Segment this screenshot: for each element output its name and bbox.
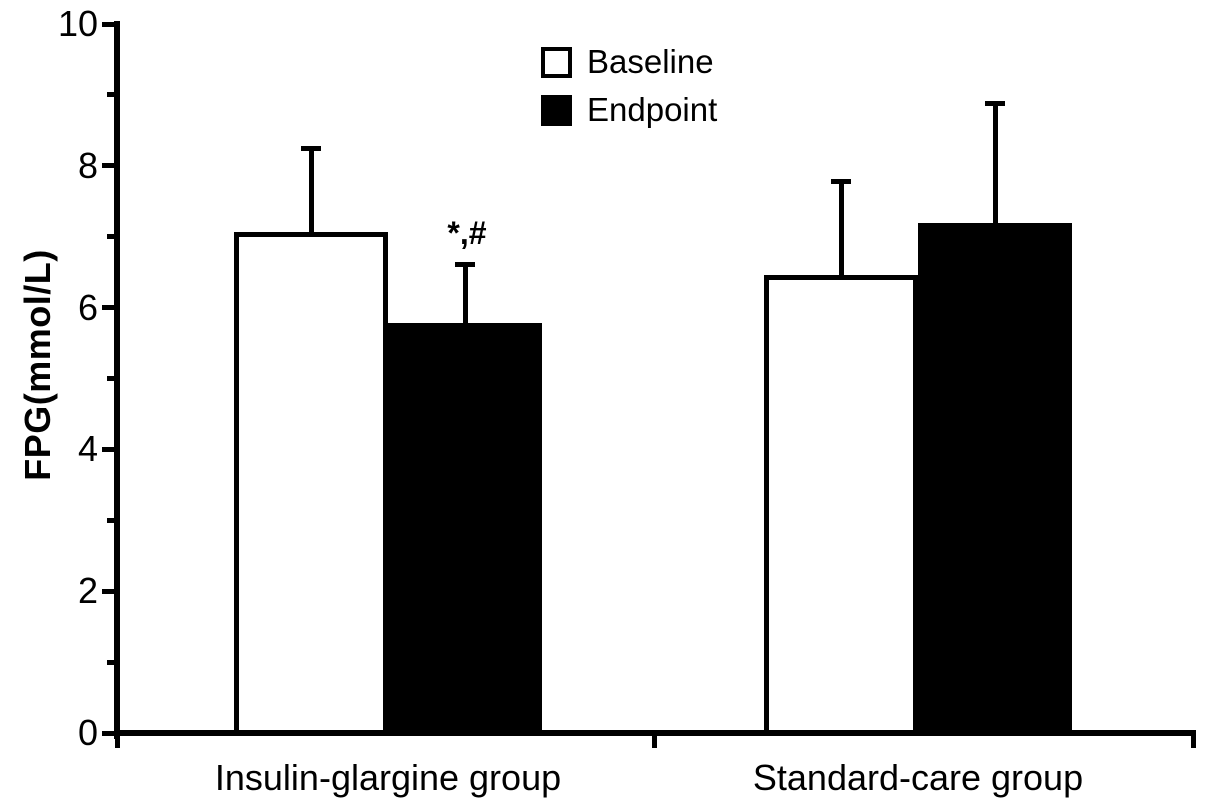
error-bar-cap-endpoint-2: [985, 101, 1005, 107]
baseline-swatch-icon: [541, 46, 572, 78]
bar-baseline-1: [234, 231, 388, 736]
y-tick-label-6: 6: [77, 286, 98, 328]
legend-item-endpoint: Endpoint: [541, 93, 717, 127]
y-minor-tick-5: [107, 376, 114, 381]
legend-label-baseline: Baseline: [587, 43, 714, 80]
y-major-tick-10: [102, 21, 114, 27]
endpoint-swatch-icon: [541, 94, 572, 126]
bar-endpoint-1: [388, 323, 542, 736]
y-tick-label-2: 2: [77, 570, 98, 612]
error-bar-endpoint-2: [992, 103, 998, 224]
bar-baseline-2: [764, 274, 918, 736]
error-bar-cap-endpoint-1: [455, 262, 475, 268]
y-major-tick-8: [102, 163, 114, 169]
y-tick-label-8: 8: [77, 144, 98, 186]
y-major-tick-4: [102, 446, 114, 452]
x-category-label-1: Insulin-glargine group: [214, 757, 562, 798]
legend-label-endpoint: Endpoint: [587, 91, 718, 128]
y-minor-tick-1: [107, 659, 114, 665]
legend-item-baseline: Baseline: [541, 45, 717, 79]
y-minor-tick-3: [107, 517, 114, 523]
error-bar-cap-baseline-1: [301, 146, 321, 152]
error-bar-cap-baseline-2: [831, 178, 851, 184]
y-major-tick-0: [102, 730, 114, 736]
y-major-tick-6: [102, 305, 114, 311]
y-tick-label-0: 0: [77, 712, 98, 753]
bar-endpoint-2: [918, 223, 1072, 736]
y-minor-tick-7: [107, 234, 114, 240]
error-bar-baseline-1: [308, 148, 314, 232]
legend: Baseline Endpoint: [541, 45, 717, 141]
y-tick-label-4: 4: [77, 428, 98, 470]
error-bar-endpoint-1: [462, 264, 468, 324]
y-axis-line: [114, 21, 120, 739]
x-axis-tick-1: [114, 736, 120, 748]
x-axis-tick-3: [1190, 736, 1196, 748]
x-axis-line: [114, 730, 1196, 736]
x-category-label-2: Standard-care group: [752, 757, 1084, 798]
y-minor-tick-9: [107, 92, 114, 98]
significance-annotation-1: *,#: [447, 215, 487, 252]
y-tick-label-10: 10: [57, 3, 98, 44]
x-axis-tick-2: [651, 736, 657, 748]
error-bar-baseline-2: [838, 180, 844, 275]
y-major-tick-2: [102, 588, 114, 594]
